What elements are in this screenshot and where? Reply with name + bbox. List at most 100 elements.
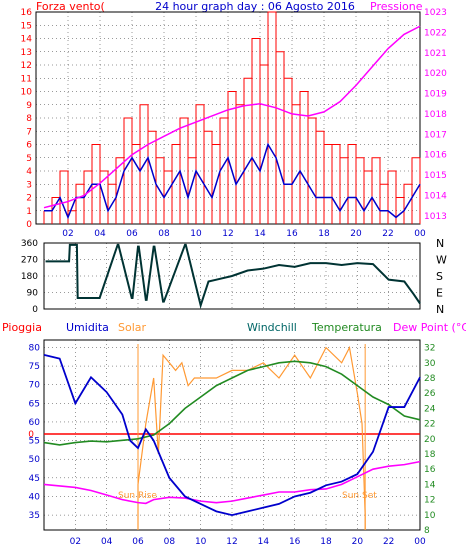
chart1-ytick-left: 8 [26,114,32,124]
chart3-xtick: 10 [195,537,207,547]
chart1-ytick-right: 1023 [424,8,447,18]
sunset-label: Sun Set [342,491,377,501]
humidity-series [43,354,421,517]
wind-pressure-panel: Forza vento( 24 hour graph day : 06 Agos… [21,0,448,239]
direction-series [45,243,421,309]
chart3-ytick-left: 45 [29,474,40,484]
chart3-xtick: 18 [320,537,332,547]
chart2-ytick-right: E [436,287,443,300]
chart3-xtick: 02 [70,537,81,547]
chart3-ytick-left: 65 [29,399,40,409]
chart1-ytick-right: 1013 [424,212,447,222]
chart1-xtick: 04 [94,229,106,239]
chart1-ytick-left: 11 [21,74,32,84]
chart3-xtick: 16 [289,537,301,547]
chart1-ytick-left: 10 [21,88,33,98]
chart3-ytick-right: 8 [424,526,430,536]
chart1-xtick: 02 [62,229,73,239]
chart1-y-axis-right: 1013 1014 1015 1016 1017 1018 1019 1020 1021 1022… [424,8,447,222]
chart2-ytick-left: 90 [27,289,39,299]
chart3-ytick-right: 14 [424,480,436,490]
chart2-ytick-left: 270 [21,256,38,266]
chart3-xtick: 00 [414,537,426,547]
dewpoint-line [43,460,421,505]
legend-humidity: Umidita [66,321,109,334]
chart1-ytick-left: 7 [26,127,32,137]
chart3-ytick-left: 55 [29,437,40,447]
chart1-x-axis: 02 04 06 08 10 12 14 16 18 20 22 00 [62,229,426,239]
chart1-ytick-right: 1021 [424,49,447,59]
chart1-ytick-left: 3 [26,180,32,190]
chart1-xtick: 20 [350,229,362,239]
humidity-line [43,354,421,517]
chart3-ytick-right: 30 [424,359,436,369]
temperature-line [43,360,421,446]
chart3-ytick-right: 20 [424,435,436,445]
chart3-xtick: 14 [258,537,270,547]
chart1-title-right: Pressione [370,0,423,13]
chart1-ytick-right: 1017 [424,130,447,140]
chart2-ytick-right: N [436,237,444,250]
chart1-xtick: 14 [254,229,266,239]
chart3-ytick-right: 12 [424,496,435,506]
chart3-ytick-right: 18 [424,450,436,460]
chart2-ytick-right: N [436,303,444,316]
chart1-xtick: 22 [382,229,393,239]
chart1-ytick-right: 1019 [424,90,447,100]
chart2-ytick-left: 180 [21,272,38,282]
chart1-ytick-left: 9 [26,101,32,111]
chart3-ytick-left: 75 [29,362,40,372]
chart1-xtick: 16 [286,229,298,239]
pressure-series [43,25,421,209]
chart3-ytick-left: 40 [29,492,41,502]
gust-series [44,142,421,220]
chart3-ytick-right: 24 [424,404,436,414]
chart1-ytick-left: 0 [26,220,32,230]
chart1-ytick-left: 13 [21,48,32,58]
chart1-ytick-left: 1 [26,207,32,217]
chart1-title-left: Forza vento( [36,0,105,13]
solar-line [137,345,366,530]
chart2-ytick-right: S [436,270,443,283]
chart3-ytick-left: 50 [29,455,41,465]
chart2-ytick-left: 0 [32,305,38,315]
chart1-ytick-right: 1022 [424,28,447,38]
chart1-xtick: 10 [190,229,202,239]
chart1-ytick-left: 4 [26,167,32,177]
chart3-y-axis-left: 35 40 45 50 55 60 65 70 75 80 [29,343,41,521]
chart3-ytick-left: 60 [29,418,41,428]
chart3-ytick-right: 10 [424,511,436,521]
chart2-ytick-right: W [436,254,447,267]
chart3-xtick: 12 [226,537,237,547]
dewpoint-series [43,460,421,505]
gust-line [44,142,421,220]
chart3-ytick-left: 70 [29,381,41,391]
temperature-humidity-panel: Pioggia Umidita Solar Windchill Temperat… [2,321,466,547]
chart3-ytick-right: 26 [424,389,436,399]
chart1-xtick: 18 [318,229,330,239]
legend-dewpoint: Dew Point (°C) [393,321,466,334]
chart1-title-center: 24 hour graph day : 06 Agosto 2016 [155,0,355,13]
chart3-ytick-right: 28 [424,374,436,384]
direction-line [45,243,421,309]
pressure-line [43,25,421,209]
chart1-ytick-right: 1020 [424,69,447,79]
sunrise-label: Sun Rise [118,491,157,501]
rain-zero-label: 0 [28,430,34,440]
chart3-ytick-right: 32 [424,344,435,354]
temperature-series [43,360,421,446]
chart3-xtick: 04 [101,537,113,547]
chart1-xtick: 12 [222,229,233,239]
chart1-ytick-right: 1015 [424,171,447,181]
chart1-xtick: 08 [158,229,170,239]
chart3-xtick: 20 [352,537,364,547]
legend-temperature: Temperatura [311,321,382,334]
chart3-y-axis-right: 8 10 12 14 16 18 20 22 24 26 28 30 32 [424,344,436,536]
chart1-ytick-left: 5 [26,154,32,164]
legend-rain: Pioggia [2,321,42,334]
chart3-ytick-left: 80 [29,343,41,353]
chart1-ytick-left: 15 [21,21,32,31]
